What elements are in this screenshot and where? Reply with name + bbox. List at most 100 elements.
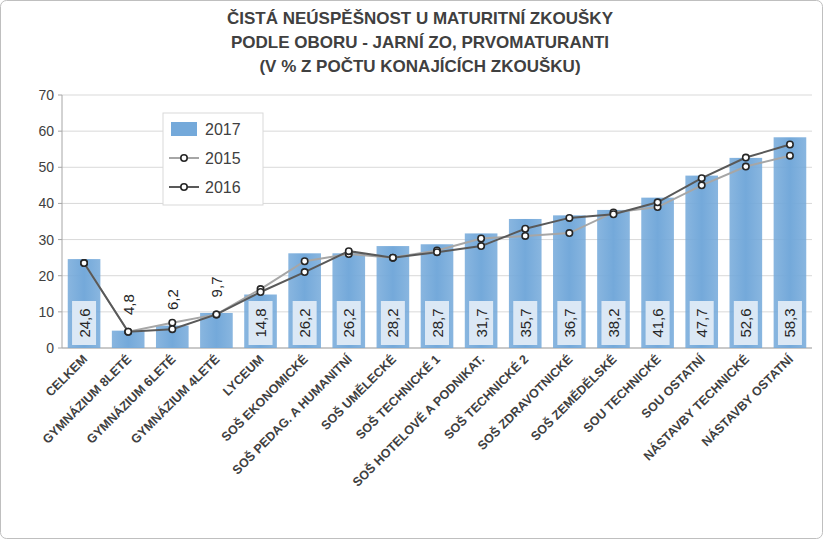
marker xyxy=(257,289,263,295)
data-label-box xyxy=(513,301,537,345)
marker xyxy=(125,329,131,335)
legend-label: 2016 xyxy=(205,179,241,196)
marker xyxy=(81,260,87,266)
y-axis xyxy=(62,95,63,348)
grid-line xyxy=(62,95,812,96)
bar xyxy=(509,219,542,348)
bar xyxy=(597,210,630,348)
data-label-box xyxy=(72,301,96,345)
bar xyxy=(332,253,365,348)
x-tick-label: GYMNÁZIUM 4LETÉ xyxy=(127,352,222,447)
x-tick-label: SOŠ ZEMĚDĚLSKÉ xyxy=(527,352,619,444)
y-tick-label: 20 xyxy=(38,268,54,284)
x-tick-label: SOŠ TECHNICKÉ 2 xyxy=(441,351,532,442)
data-label-box xyxy=(337,301,361,345)
chart-frame xyxy=(1,1,823,539)
data-label-box xyxy=(425,301,449,345)
marker xyxy=(522,233,528,239)
data-label: 6,2 xyxy=(164,289,181,310)
bar xyxy=(68,259,101,348)
legend-marker xyxy=(181,184,187,190)
y-tick-label: 70 xyxy=(38,87,54,103)
marker xyxy=(478,235,484,241)
title: ČISTÁ NEÚSPĚŠNOST U MATURITNÍ ZKOUŠKYPOD… xyxy=(227,9,614,76)
x-tick-label: GYMNÁZIUM 6LETÉ xyxy=(83,352,178,447)
y-tick-label: 10 xyxy=(38,304,54,320)
title-line: (V % Z POČTU KONAJÍCÍCH ZKOUŠKU) xyxy=(259,57,580,76)
data-label-box xyxy=(601,301,625,345)
data-label: 41,6 xyxy=(649,308,666,337)
data-label-box xyxy=(557,301,581,345)
legend-marker xyxy=(181,155,187,161)
y-tick-label: 50 xyxy=(38,159,54,175)
marker xyxy=(301,258,307,264)
data-label: 58,3 xyxy=(781,308,798,337)
tick-mark xyxy=(58,131,62,132)
bar xyxy=(553,215,586,348)
data-label: 52,6 xyxy=(737,308,754,337)
marker xyxy=(434,249,440,255)
data-label: 31,7 xyxy=(473,308,490,337)
marker xyxy=(169,320,175,326)
tick-mark xyxy=(58,203,62,204)
marker xyxy=(301,269,307,275)
marker xyxy=(787,141,793,147)
marker xyxy=(213,311,219,317)
bar xyxy=(377,246,410,348)
marker xyxy=(566,230,572,236)
marker xyxy=(787,153,793,159)
data-label: 36,7 xyxy=(561,308,578,337)
bar xyxy=(421,244,454,348)
x-tick-label: SOŠ UMĚLECKÉ xyxy=(318,352,399,433)
marker xyxy=(699,175,705,181)
data-label: 35,7 xyxy=(517,308,534,337)
marker xyxy=(125,329,131,335)
y-tick-label: 0 xyxy=(46,340,54,356)
bar xyxy=(244,295,277,348)
tick-mark xyxy=(58,275,62,276)
data-label-box xyxy=(646,301,670,345)
marker xyxy=(743,163,749,169)
legend-label: 2015 xyxy=(205,150,241,167)
marker xyxy=(213,311,219,317)
tick-mark xyxy=(58,95,62,96)
tick-mark xyxy=(58,167,62,168)
title-line: ČISTÁ NEÚSPĚŠNOST U MATURITNÍ ZKOUŠKY xyxy=(227,9,614,28)
data-label-box xyxy=(249,301,273,345)
data-label: 38,2 xyxy=(605,308,622,337)
data-label: 24,6 xyxy=(76,308,93,337)
marker xyxy=(478,243,484,249)
marker xyxy=(566,215,572,221)
marker xyxy=(169,326,175,332)
chart: ČISTÁ NEÚSPĚŠNOST U MATURITNÍ ZKOUŠKYPOD… xyxy=(0,0,823,539)
tick-mark xyxy=(58,239,62,240)
marker xyxy=(743,154,749,160)
x-tick-label: SOU TECHNICKÉ xyxy=(580,352,664,436)
marker xyxy=(522,226,528,232)
bar xyxy=(465,233,498,348)
y-tick-label: 30 xyxy=(38,232,54,248)
data-label-box xyxy=(734,301,758,345)
legend-label: 2017 xyxy=(205,121,241,138)
data-label: 26,2 xyxy=(340,308,357,337)
x-tick-label: SOŠ TECHNICKÉ 1 xyxy=(352,351,443,442)
data-label: 4,8 xyxy=(120,294,137,315)
data-label: 26,2 xyxy=(296,308,313,337)
data-label: 9,7 xyxy=(208,277,225,298)
x-tick-label: NÁSTAVBY OSTATNÍ xyxy=(698,351,796,449)
legend: 2017 2015 2016 xyxy=(163,113,263,205)
data-label: 14,8 xyxy=(252,308,269,337)
bar xyxy=(730,158,763,348)
legend-swatch xyxy=(171,122,197,136)
y-tick-label: 40 xyxy=(38,195,54,211)
marker xyxy=(346,248,352,254)
bar xyxy=(685,176,718,348)
data-label-box xyxy=(293,301,317,345)
data-label-box xyxy=(778,301,802,345)
marker xyxy=(390,254,396,260)
marker xyxy=(610,211,616,217)
marker xyxy=(699,182,705,188)
y-tick-label: 60 xyxy=(38,123,54,139)
legend-box xyxy=(163,113,263,205)
data-label: 47,7 xyxy=(693,308,710,337)
